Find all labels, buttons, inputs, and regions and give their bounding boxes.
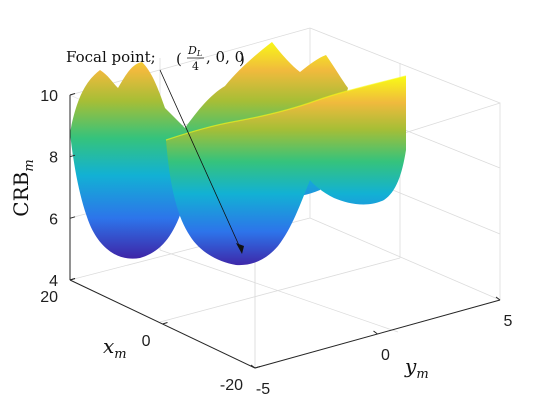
y-tick-mark xyxy=(250,364,256,369)
annotation-fraction: ( DL 4 , 0, 0 ) xyxy=(176,44,245,73)
annotation-arrow xyxy=(159,69,243,253)
z-tick-label-2: 8 xyxy=(49,150,58,167)
z-tick-label-0: 4 xyxy=(49,273,58,290)
svg-text:, 0, 0: , 0, 0 xyxy=(206,48,244,66)
svg-text:DL: DL xyxy=(187,44,202,58)
y-tick-label-1: 0 xyxy=(381,347,390,364)
x-tick-label-0: 20 xyxy=(40,289,58,306)
svg-text:(: ( xyxy=(176,50,182,68)
surface xyxy=(70,42,407,266)
tick-group: 4 6 8 10 20 0 -20 -5 0 5 xyxy=(40,88,512,398)
x-tick-mark xyxy=(69,278,76,281)
z-tick-mark xyxy=(69,93,76,96)
z-tick-mark xyxy=(69,216,76,219)
y-tick-label-0: -5 xyxy=(256,381,270,398)
z-axis-label: CRBm xyxy=(9,159,37,216)
focal-point-annotation: Focal point; ( DL 4 , 0, 0 ) xyxy=(66,44,245,254)
z-tick-label-3: 10 xyxy=(40,88,58,105)
x-tick-label-1: 0 xyxy=(142,333,151,350)
y-axis-label: ym xyxy=(404,354,429,382)
svg-text:4: 4 xyxy=(192,60,199,73)
z-tick-label-1: 6 xyxy=(49,211,58,228)
x-tick-mark xyxy=(254,366,261,369)
x-tick-label-2: -20 xyxy=(220,377,243,394)
arrow-head xyxy=(236,243,244,254)
x-axis-label: xm xyxy=(103,334,127,362)
y-tick-mark xyxy=(495,296,501,301)
y-tick-mark xyxy=(373,330,378,335)
y-tick-label-2: 5 xyxy=(504,313,513,330)
z-tick-mark xyxy=(69,154,76,158)
x-tick-mark xyxy=(162,322,168,325)
svg-text:): ) xyxy=(239,50,245,68)
annotation-text: Focal point; xyxy=(66,48,156,66)
